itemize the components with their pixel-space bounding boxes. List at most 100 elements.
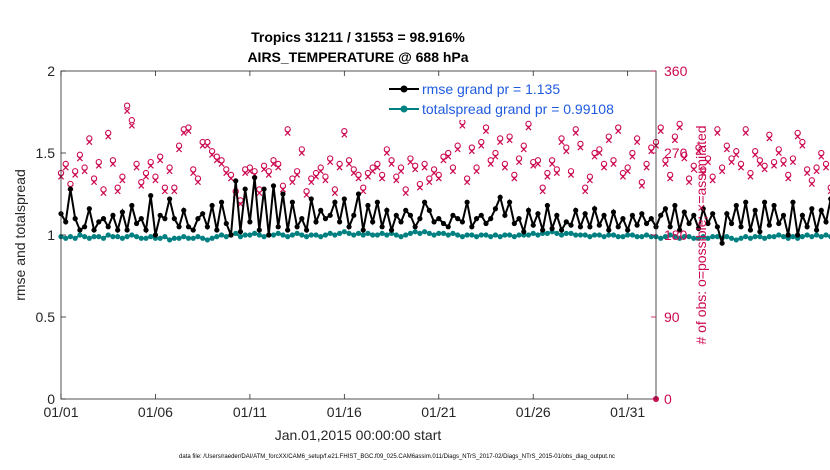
spread-point: [620, 234, 626, 240]
obs-assimilated-point: [133, 164, 140, 171]
x-tick-label: 01/21: [421, 404, 456, 420]
obs-possible-point: [591, 149, 598, 157]
obs-assimilated-point: [544, 173, 551, 180]
obs-possible-point: [100, 186, 107, 193]
chart-title: Tropics 31211 / 31553 = 98.916%: [251, 29, 465, 45]
spread-point: [77, 232, 83, 238]
rmse-point: [804, 224, 810, 230]
obs-assimilated-point: [303, 191, 310, 198]
obs-possible-point: [718, 164, 726, 171]
obs-possible-point: [643, 160, 650, 168]
spread-point: [440, 230, 447, 236]
spread-point: [681, 234, 687, 240]
rmse-point: [256, 227, 262, 233]
rmse-point: [455, 216, 461, 222]
spread-point: [573, 232, 579, 238]
obs-assimilated-point: [166, 168, 173, 175]
rmse-point: [747, 227, 754, 233]
obs-possible-point: [317, 164, 324, 171]
rmse-point: [776, 220, 782, 227]
rmse-point: [138, 216, 144, 222]
obs-possible-point: [685, 175, 693, 182]
obs-possible-point: [463, 175, 471, 182]
rmse-point: [695, 225, 702, 232]
obs-assimilated-point: [279, 186, 286, 193]
obs-assimilated-point: [105, 133, 112, 140]
obs-assimilated-point: [808, 180, 815, 188]
obs-possible-point: [336, 160, 343, 168]
spread-point: [86, 235, 92, 241]
y-tick-label: 0: [47, 391, 55, 407]
spread-point: [412, 229, 418, 235]
rmse-point: [658, 212, 664, 218]
spread-point: [285, 234, 291, 240]
obs-assimilated-point: [109, 160, 116, 167]
rmse-point: [469, 224, 475, 230]
x-tick-label: 01/11: [233, 404, 267, 420]
spread-point: [473, 234, 480, 240]
rmse-point: [431, 219, 437, 225]
obs-possible-point: [742, 126, 749, 133]
spread-point: [643, 232, 650, 238]
spread-point: [625, 232, 631, 238]
obs-possible-point: [468, 144, 475, 151]
obs-assimilated-point: [558, 139, 565, 146]
rmse-point: [181, 207, 187, 213]
obs-assimilated-point: [431, 170, 438, 177]
x-tick-label: 01/01: [43, 404, 78, 420]
obs-assimilated-point: [284, 129, 291, 136]
obs-possible-point: [331, 186, 339, 193]
obs-possible-point: [105, 129, 112, 137]
obs-possible-point: [86, 135, 93, 142]
obs-assimilated-point: [501, 164, 508, 171]
obs-possible-point: [166, 164, 173, 171]
rmse-point: [190, 227, 196, 233]
obs-possible-point: [506, 133, 513, 140]
obs-assimilated-point: [549, 160, 556, 167]
obs-assimilated-point: [534, 160, 541, 167]
spread-point: [67, 234, 74, 240]
rmse-point: [195, 216, 201, 222]
spread-point: [700, 234, 706, 240]
obs-assimilated-point: [397, 168, 405, 175]
obs-possible-point: [808, 177, 815, 184]
obs-possible-point: [449, 164, 457, 171]
obs-possible-point: [345, 157, 353, 164]
rmse-point: [171, 216, 177, 222]
rmse-point: [733, 202, 739, 209]
obs-assimilated-point: [331, 190, 338, 197]
obs-assimilated-point: [308, 179, 315, 186]
rmse-point: [771, 202, 777, 209]
obs-assimilated-point: [464, 179, 471, 186]
obs-possible-point: [298, 146, 305, 153]
obs-assimilated-point: [199, 142, 206, 149]
rmse-point: [374, 199, 380, 205]
spread-layer: [58, 229, 830, 243]
obs-assimilated-point: [766, 135, 773, 142]
spread-point: [185, 235, 192, 241]
obs-possible-point: [374, 160, 381, 168]
x-tick-label: 01/06: [138, 404, 173, 420]
obs-assimilated-point: [572, 129, 579, 136]
obs-possible-point: [175, 142, 183, 149]
obs-layer: [57, 102, 830, 402]
spread-point: [780, 234, 787, 240]
y-tick-label: 1: [47, 227, 55, 243]
rmse-point: [762, 199, 768, 205]
obs-assimilated-point: [671, 137, 678, 144]
obs-assimilated-point: [157, 157, 164, 164]
rmse-point: [648, 216, 654, 222]
spread-point: [634, 234, 640, 240]
x-axis-label: Jan.01,2015 00:00:00 start: [275, 427, 442, 443]
rmse-point: [242, 186, 248, 192]
spread-point: [776, 232, 782, 238]
spread-point: [507, 232, 513, 238]
obs-possible-point: [501, 160, 509, 168]
obs-possible-point: [72, 168, 79, 175]
obs-possible-point: [218, 157, 225, 164]
legend-rmse-label: rmse grand pr = 1.135: [422, 81, 560, 97]
rmse-point: [497, 194, 503, 200]
obs-assimilated-point: [487, 160, 494, 167]
rmse-point: [766, 222, 772, 228]
rmse-point: [82, 224, 88, 230]
